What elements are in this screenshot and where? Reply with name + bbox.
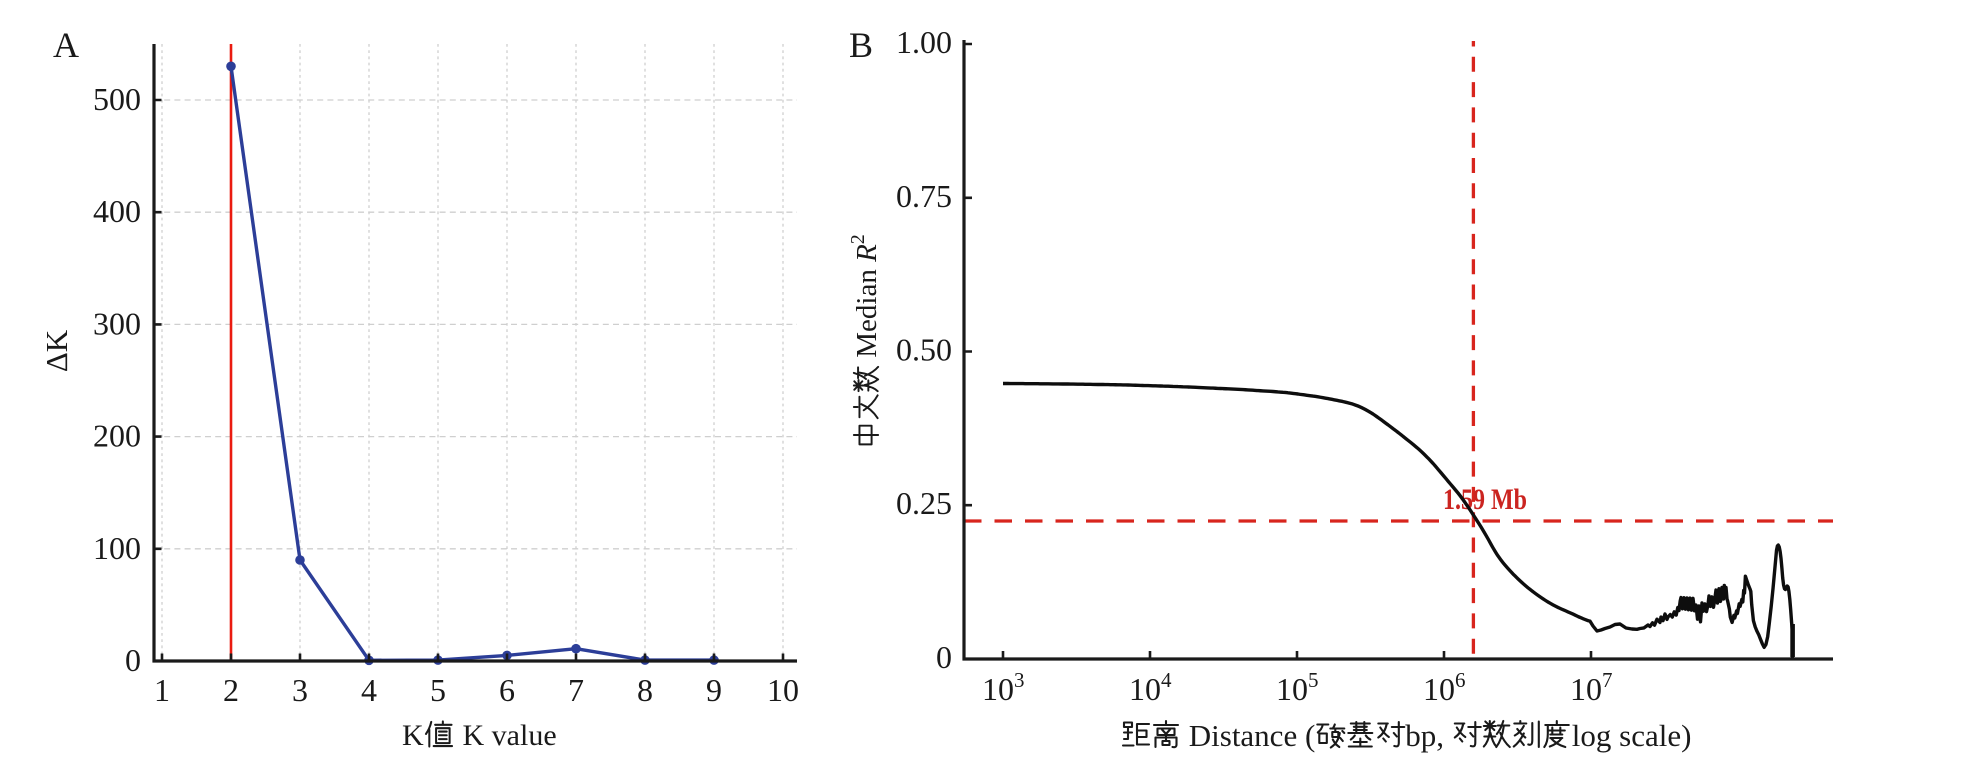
svg-text:6: 6 [499,672,515,708]
svg-text:0.25: 0.25 [896,485,952,521]
svg-text:0: 0 [125,642,141,678]
svg-text:A: A [53,25,79,65]
svg-text:300: 300 [93,305,141,341]
svg-text:200: 200 [93,418,141,454]
svg-text:log scale): log scale) [1572,718,1692,753]
svg-text:ΔK: ΔK [39,329,74,372]
svg-text:5: 5 [430,672,446,708]
svg-text:100: 100 [93,530,141,566]
svg-text:K value: K value [455,719,557,752]
svg-text:Median R2: Median R2 [847,234,883,365]
svg-text:9: 9 [706,672,722,708]
svg-text:0.75: 0.75 [896,178,952,214]
svg-text:K: K [402,719,424,752]
svg-text:Distance (: Distance ( [1181,718,1315,753]
svg-text:1.59 Mb: 1.59 Mb [1443,483,1527,516]
svg-text:500: 500 [93,81,141,117]
svg-text:8: 8 [637,672,653,708]
svg-text:3: 3 [292,672,308,708]
svg-text:0: 0 [936,639,952,675]
svg-text:0.50: 0.50 [896,332,952,368]
svg-text:7: 7 [568,672,584,708]
svg-text:bp,: bp, [1405,718,1452,753]
svg-text:10: 10 [767,672,799,708]
svg-text:B: B [849,25,873,65]
svg-text:1: 1 [154,672,170,708]
svg-text:4: 4 [361,672,377,708]
svg-text:1.00: 1.00 [896,24,952,60]
svg-text:400: 400 [93,193,141,229]
svg-text:2: 2 [223,672,239,708]
